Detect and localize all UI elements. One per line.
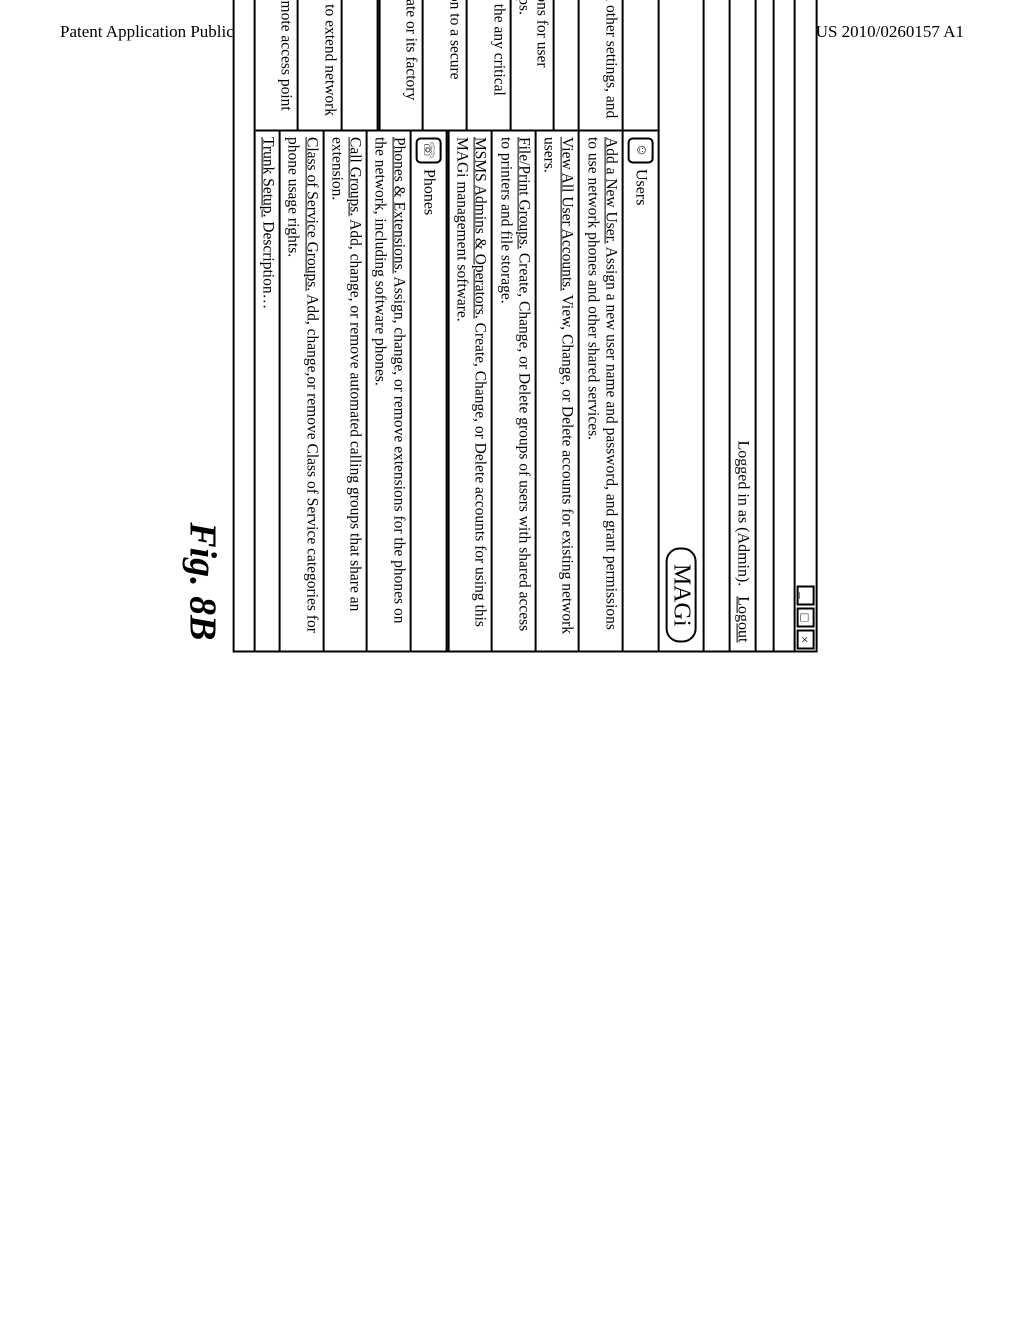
login-status-row: Logged in as (Admin). Logout	[729, 0, 755, 651]
link-text: File/Print Groups.	[515, 137, 532, 249]
link-change-system-settings[interactable]: Change MAGi System Settings Change MAGi …	[509, 0, 553, 129]
link-text: Add a New User.	[603, 137, 620, 244]
magi-logo: MAGi	[666, 548, 697, 643]
link-call-groups[interactable]: Call Groups. Add, change, or remove auto…	[322, 131, 366, 651]
status-bar: Status bar	[234, 0, 253, 651]
minimize-icon[interactable]: _	[797, 586, 815, 606]
link-desc: Description…	[260, 217, 277, 309]
operations-header: MAGi Operations for Administrator MAGi	[658, 0, 703, 651]
link-msms-admins[interactable]: MSMS Admins & Operators. Create, Change,…	[447, 131, 491, 651]
figure-label: Fig. 8B	[180, 0, 224, 653]
link-add-wireless-remote[interactable]: Add a Wireless Remote. Install a wireles…	[297, 0, 341, 129]
link-text: Class of Service Groups.	[303, 137, 320, 291]
link-desc: View, Change, or Delete a remote access …	[260, 0, 295, 111]
link-class-of-service[interactable]: Class of Service Groups. Add, change,or …	[279, 131, 323, 651]
link-text: View All User Accounts.	[559, 137, 576, 291]
section-users: ☺ Users	[622, 131, 658, 651]
section-users-label: Users	[632, 169, 650, 205]
menubar: File View Help	[773, 0, 794, 651]
logged-in-text: Logged in as (Admin).	[735, 441, 752, 587]
link-desc: Install a wireless remote access point t…	[303, 0, 338, 116]
link-text: Phones & Extensions.	[390, 137, 407, 274]
reference-numeral: 860	[818, 0, 844, 653]
link-change-alert-log[interactable]: Change Alert & Log Options. Change alert…	[578, 0, 622, 129]
link-backup-system[interactable]: Backup MAGi System Backup the MAGi syste…	[422, 0, 466, 129]
content-columns: ◎ MAGi Change Alert & Log Options. Chang…	[253, 0, 657, 651]
toolbar-placeholder: …	[755, 0, 773, 651]
close-icon[interactable]: ×	[797, 630, 815, 650]
link-phones-extensions[interactable]: Phones & Extensions. Assign, change, or …	[366, 131, 410, 651]
link-file-print-groups[interactable]: File/Print Groups. Create, Change, or De…	[491, 131, 535, 651]
link-check-updates[interactable]: Check for Software Updates Check the Pac…	[466, 0, 510, 129]
figure-rotated: 860 Pacific Star Communications -- MAGi …	[180, 0, 843, 653]
link-desc: Restore MAGi to a previous backup state …	[385, 0, 420, 100]
right-column: ☺ Users Add a New User. Assign a new use…	[255, 131, 657, 651]
titlebar: Pacific Star Communications -- MAGi 2.0 …	[794, 0, 816, 651]
link-text: Trunk Setup.	[260, 137, 277, 217]
window-controls: _ □ ×	[797, 586, 815, 651]
users-icon: ☺	[628, 137, 654, 163]
section-phones-label: Phones	[419, 169, 437, 215]
link-view-wireless-remotes[interactable]: View Current Wireless Remotes. View, Cha…	[255, 0, 297, 129]
link-change-password[interactable]: Change MAGi Password Reset the password …	[553, 0, 578, 129]
link-desc: Check the Pacific Star Server for the an…	[472, 0, 507, 96]
link-desc: Change MAGi rules and options for user p…	[515, 0, 550, 68]
link-text: Call Groups.	[347, 137, 364, 216]
left-column: ◎ MAGi Change Alert & Log Options. Chang…	[255, 0, 657, 131]
link-trunk-setup[interactable]: Trunk Setup. Description…	[255, 131, 278, 651]
maximize-icon[interactable]: □	[797, 608, 815, 628]
link-desc: Backup the MAGi system configuration to …	[428, 0, 463, 80]
link-view-all-users[interactable]: View All User Accounts. View, Change, or…	[534, 131, 578, 651]
phones-icon: ☏	[415, 137, 441, 163]
section-phones: ☏ Phones	[409, 131, 447, 651]
logout-link[interactable]: Logout	[735, 596, 752, 642]
section-network: 🌐 Network	[341, 0, 379, 129]
tab-bar: System Status Operations Other Add-Ons	[703, 0, 729, 651]
link-text: MSMS Admins & Operators.	[472, 137, 489, 319]
app-window: Pacific Star Communications -- MAGi 2.0 …	[232, 0, 817, 653]
link-desc: Change alert severity levels and other s…	[584, 0, 619, 118]
link-restore-system[interactable]: Restore MAGi System Restore MAGi to a pr…	[379, 0, 423, 129]
link-add-new-user[interactable]: Add a New User. Assign a new user name a…	[578, 131, 622, 651]
section-magi: ◎ MAGi	[622, 0, 658, 129]
